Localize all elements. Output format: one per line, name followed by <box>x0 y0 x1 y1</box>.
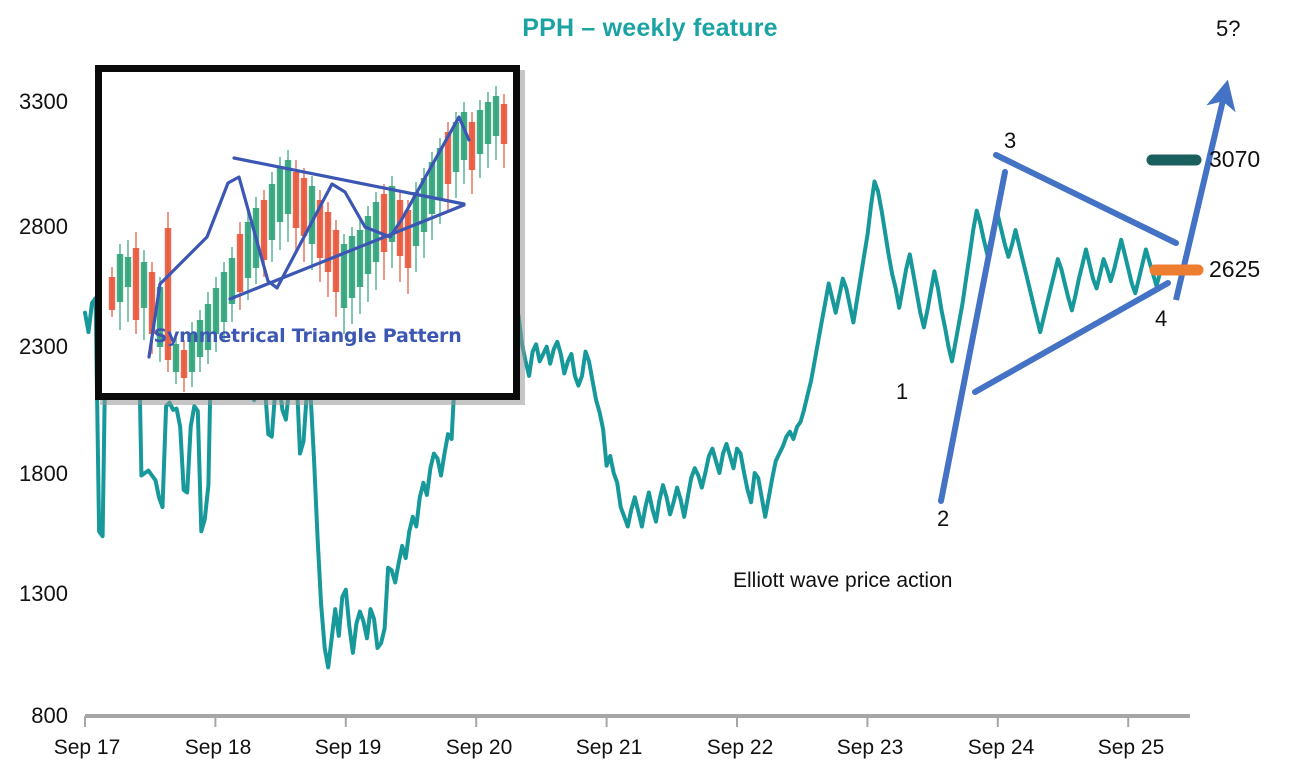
wave-label-5: 5? <box>1216 16 1241 41</box>
inset-candlestick-panel: Symmetrical Triangle Pattern <box>95 65 520 400</box>
y-axis-tick-800: 800 <box>31 703 68 728</box>
x-axis-tick-sep17: Sep 17 <box>53 736 121 759</box>
x-axis-tick-sep21: Sep 21 <box>575 736 643 759</box>
inset-triangle-lower <box>228 203 466 301</box>
current-price-label: 2625 <box>1209 256 1261 282</box>
inset-caption: Symmetrical Triangle Pattern <box>153 325 462 347</box>
y-axis-tick-1300: 1300 <box>19 581 68 606</box>
wave-label-3: 3 <box>1004 128 1017 153</box>
impulse-trendline <box>938 169 1008 504</box>
x-axis-tick-sep18: Sep 18 <box>184 736 252 759</box>
target-price-label: 3070 <box>1209 146 1261 172</box>
inset-zigzag-line <box>147 115 471 359</box>
wave-label-4: 4 <box>1155 306 1168 331</box>
y-axis-tick-2300: 2300 <box>19 334 68 359</box>
elliott-wave-caption: Elliott wave price action <box>733 569 953 592</box>
x-axis-tick-sep22: Sep 22 <box>706 736 774 759</box>
x-axis-tick-sep25: Sep 25 <box>1097 736 1165 759</box>
triangle-lower-trendline <box>972 280 1171 395</box>
x-axis <box>84 714 1190 727</box>
wave-label-1: 1 <box>896 379 909 404</box>
inset-triangle-upper <box>232 156 466 206</box>
x-axis-tick-sep23: Sep 23 <box>836 736 904 759</box>
x-axis-tick-sep20: Sep 20 <box>445 736 513 759</box>
triangle-upper-trendline <box>993 152 1179 246</box>
y-axis-tick-2800: 2800 <box>19 214 68 239</box>
x-axis-tick-sep19: Sep 19 <box>314 736 382 759</box>
x-axis-tick-sep24: Sep 24 <box>967 736 1035 759</box>
wave-label-2: 2 <box>937 506 950 531</box>
y-axis-tick-3300: 3300 <box>19 89 68 114</box>
y-axis-tick-1800: 1800 <box>19 461 68 486</box>
inset-candlestick-chart <box>108 86 508 392</box>
page-title: PPH – weekly feature <box>522 14 778 42</box>
